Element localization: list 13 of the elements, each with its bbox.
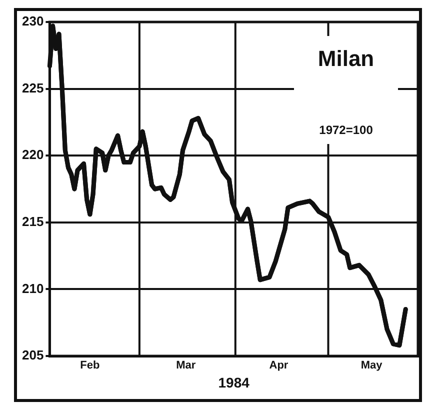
x-tick-label: Mar (176, 360, 196, 372)
y-tick-label: 220 (22, 147, 44, 162)
text: Milan (318, 46, 374, 71)
y-tick-label: 225 (22, 80, 44, 96)
x-tick-label: Apr (269, 360, 289, 372)
x-axis-title: 1984 (218, 374, 250, 390)
x-tick-label: May (360, 360, 384, 372)
x-tick-label: Feb (80, 360, 100, 372)
y-tick-label: 205 (22, 348, 44, 363)
y-tick-label: 230 (22, 14, 44, 29)
y-tick-label: 215 (22, 214, 44, 229)
y-tick-label: 210 (22, 280, 44, 296)
text: 1972=100 (319, 123, 374, 137)
